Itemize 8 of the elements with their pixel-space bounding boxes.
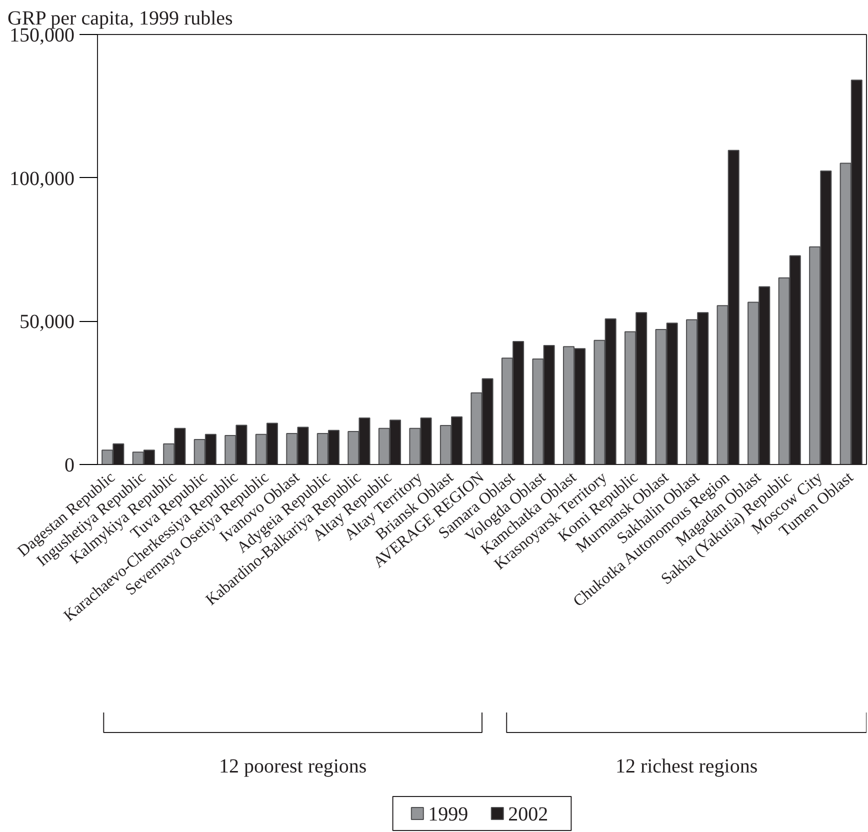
text: 12 richest regions xyxy=(615,756,758,778)
y-axis-title: GRP per capita, 1999 rubles xyxy=(8,8,234,30)
text: 12 poorest regions xyxy=(218,756,367,778)
y-tick-label: 100,000 xyxy=(10,168,74,190)
legend-label: 2002 xyxy=(508,804,548,826)
y-tick-label: 0 xyxy=(64,454,74,476)
y-tick-label: 50,000 xyxy=(20,311,74,334)
legend-label: 1999 xyxy=(428,804,468,826)
